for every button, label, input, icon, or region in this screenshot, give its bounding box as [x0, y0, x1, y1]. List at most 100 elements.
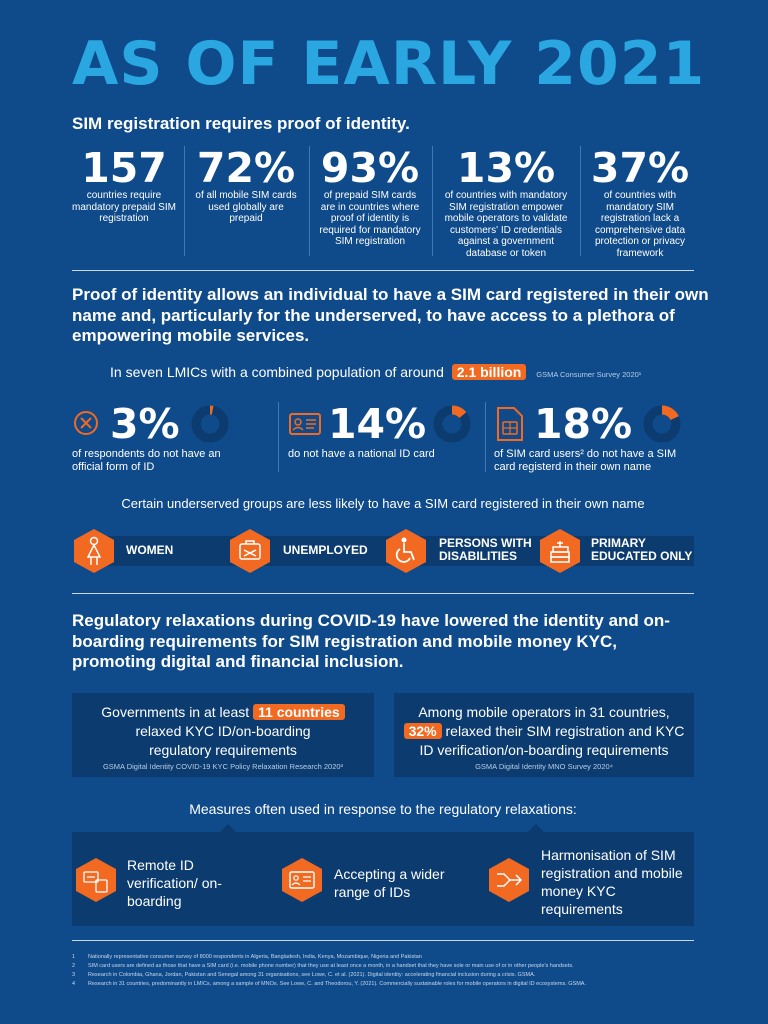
stat-value: 72%: [196, 144, 296, 192]
box-text: Governments in at least: [101, 704, 250, 720]
stat-value: 157: [81, 144, 167, 192]
donut-chart: [643, 405, 681, 443]
briefcase-icon: [230, 529, 270, 573]
x-circle-icon: [74, 411, 98, 435]
divider: [278, 402, 279, 472]
source-note: GSMA Digital Identity MNO Survey 2020⁴: [475, 762, 613, 771]
footnote: 4 Research in 31 countries, predominantly…: [72, 980, 694, 989]
footnotes: 1 Nationally representative consumer surv…: [72, 953, 694, 989]
wheelchair-icon: [386, 529, 426, 573]
group-label: UNEMPLOYED: [283, 543, 368, 557]
divider: [485, 402, 486, 472]
box-text-line: Governments in at least 11 countries: [72, 703, 374, 722]
stat-description: of prepaid SIM cards are in countries wh…: [319, 190, 421, 247]
percent-description: of SIM card users² do not have a SIM car…: [494, 448, 677, 473]
measure-label: Harmonisation of SIM registration and mo…: [541, 847, 683, 917]
stat-value: 13%: [456, 144, 556, 192]
divider: [432, 146, 433, 256]
measures-heading: Measures often used in response to the r…: [189, 801, 577, 817]
percent-description: do not have a national ID card: [288, 448, 435, 460]
groups-heading: Certain underserved groups are less like…: [121, 496, 645, 511]
measure-badge: [282, 858, 322, 902]
donut-chart: [433, 405, 471, 443]
footnote-text: Nationally representative consumer surve…: [88, 954, 422, 960]
footnote: 3 Research in Colombia, Ghana, Jordan, Pa…: [72, 971, 694, 980]
stat-value: 93%: [320, 144, 420, 192]
source-note: GSMA Consumer Survey 2020¹: [536, 370, 642, 379]
measure-label: Remote ID verification/ on-boarding: [127, 857, 222, 909]
group-badge: [230, 529, 270, 573]
percent-description: of respondents do not have an official f…: [72, 448, 221, 473]
stat-description: countries require mandatory prepaid SIM …: [72, 190, 176, 224]
group-badge: [74, 529, 114, 573]
stat-block: 37% of countries with mandatory SIM regi…: [586, 146, 694, 259]
section-subtitle: SIM registration requires proof of ident…: [72, 114, 410, 133]
box-text-line: 32% relaxed their SIM registration and K…: [399, 722, 689, 760]
remote-verification-icon: [76, 858, 116, 902]
group-label: PRIMARY EDUCATED ONLY: [591, 536, 693, 563]
population-line: In seven LMICs with a combined populatio…: [110, 363, 641, 384]
footnote-text: Research in Colombia, Ghana, Jordan, Pak…: [88, 972, 536, 978]
donut-slice: [661, 405, 679, 421]
footnote: 1 Nationally representative consumer surv…: [72, 953, 694, 962]
stat-description: of countries with mandatory SIM registra…: [594, 190, 686, 259]
box-text: relaxed their SIM registration and KYC I…: [419, 723, 685, 758]
footnote-number: 3: [72, 972, 76, 978]
footnote: 2 SIM card users are defined as those tha…: [72, 962, 694, 971]
sim-card-icon: [497, 407, 523, 441]
horizontal-rule: [72, 940, 694, 941]
donut-slice: [451, 405, 467, 419]
divider: [184, 146, 185, 256]
stat-block: 157 countries require mandatory prepaid …: [72, 146, 176, 225]
population-highlight: 2.1 billion: [451, 364, 527, 380]
measure-badge: [76, 858, 116, 902]
donut-chart: [191, 405, 229, 443]
percent-block: 14% do not have a national ID card: [288, 402, 478, 461]
stat-block: 13% of countries with mandatory SIM regi…: [436, 146, 576, 259]
box-text: Among mobile operators in 31 countries,: [418, 704, 670, 720]
group-label: WOMEN: [126, 543, 174, 557]
divider: [309, 146, 310, 256]
horizontal-rule: [72, 593, 694, 594]
group-badge: [386, 529, 426, 573]
footnote-text: SIM card users are defined as those that…: [88, 963, 574, 969]
measure-badge: [489, 858, 529, 902]
source-note: GSMA Digital Identity COVID-19 KYC Polic…: [102, 762, 344, 771]
merge-arrows-icon: [489, 858, 529, 902]
page-title: AS OF EARLY 2021: [72, 29, 706, 99]
footnote-text: Research in 31 countries, predominantly …: [88, 981, 586, 987]
footnote-number: 2: [72, 963, 76, 969]
measure-label: Accepting a wider range of IDs: [334, 866, 445, 900]
horizontal-rule: [72, 270, 694, 271]
stat-block: 93% of prepaid SIM cards are in countrie…: [316, 146, 424, 248]
percent-block: 18% of SIM card users² do not have a SIM…: [494, 402, 694, 474]
stat-description: of all mobile SIM cards used globally ar…: [195, 190, 297, 224]
percent-value: 14%: [328, 400, 427, 448]
id-range-icon: [282, 858, 322, 902]
lead-paragraph: Regulatory relaxations during COVID-19 h…: [72, 611, 670, 671]
box-highlight: 11 countries: [253, 704, 345, 720]
pointer-notch: [526, 824, 546, 834]
box-highlight: 32%: [403, 723, 442, 739]
relaxation-box: Governments in at least 11 countries rel…: [72, 693, 374, 777]
stat-block: 72% of all mobile SIM cards used globall…: [192, 146, 300, 225]
lead-paragraph: Proof of identity allows an individual t…: [72, 285, 709, 345]
population-text: In seven LMICs with a combined populatio…: [110, 364, 444, 380]
woman-icon: [74, 529, 114, 573]
group-label: PERSONS WITH DISABILITIES: [439, 536, 532, 563]
footnote-number: 1: [72, 954, 76, 960]
id-card-icon: [289, 413, 321, 435]
relaxation-box: Among mobile operators in 31 countries, …: [394, 693, 694, 777]
divider: [580, 146, 581, 256]
stat-description: of countries with mandatory SIM registra…: [444, 190, 568, 259]
footnote-number: 4: [72, 981, 76, 987]
pointer-notch: [218, 824, 238, 834]
group-badge: [540, 529, 580, 573]
percent-value: 18%: [534, 400, 633, 448]
percent-block: 3% of respondents do not have an officia…: [72, 402, 272, 474]
percent-value: 3%: [110, 400, 180, 448]
stat-value: 37%: [590, 144, 690, 192]
measures-panel: [72, 832, 694, 926]
books-icon: [540, 529, 580, 573]
box-text: relaxed KYC ID/on-boarding regulatory re…: [135, 723, 311, 758]
